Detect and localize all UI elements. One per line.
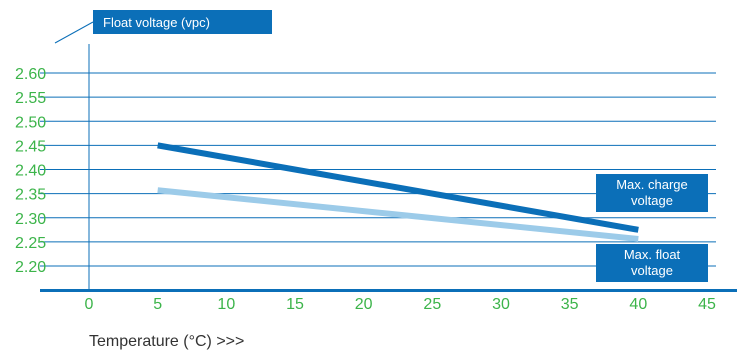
y-axis-title-box [93,10,272,34]
axes [40,44,737,292]
y-tick-label: 2.60 [15,66,46,83]
y-tick-label: 2.55 [15,90,46,107]
series-label-text: Max. float [624,247,681,262]
series-line-max-float-voltage [157,187,639,242]
x-tick-label: 5 [153,296,162,313]
y-tick-label: 2.25 [15,235,46,252]
series-label-text: voltage [631,193,673,208]
x-tick-label: 25 [423,296,441,313]
series-line-max-charge-voltage [157,142,639,233]
x-tick-label: 10 [217,296,235,313]
x-tick-label: 40 [629,296,647,313]
x-tick-label: 20 [355,296,373,313]
series-label-box [596,244,708,282]
x-tick-label: 45 [698,296,716,313]
x-tick-labels: 0 5 10 15 20 25 30 35 40 45 [85,296,716,313]
x-tick-label: 30 [492,296,510,313]
y-tick-label: 2.45 [15,138,46,155]
y-axis-title-leader [54,21,94,44]
y-axis-title-text: Float voltage (vpc) [103,15,210,30]
x-axis-label: Temperature (°C) >>> [89,333,244,350]
x-tick-label: 0 [85,296,94,313]
series-label-text: voltage [631,263,673,278]
y-tick-label: 2.20 [15,259,46,276]
y-tick-label: 2.40 [15,163,46,180]
series-label-text: Max. charge [616,177,688,192]
x-tick-label: 15 [286,296,304,313]
y-tick-label: 2.35 [15,187,46,204]
x-tick-label: 35 [561,296,579,313]
y-tick-label: 2.50 [15,114,46,131]
series-label-box [596,174,708,212]
series-lines [157,142,639,242]
y-tick-labels: 2.20 2.25 2.30 2.35 2.40 2.45 2.50 2.55 2.60 [15,66,46,276]
y-tick-label: 2.30 [15,211,46,228]
grid-lines [40,72,716,267]
y-axis-title: Float voltage (vpc) [54,10,272,44]
